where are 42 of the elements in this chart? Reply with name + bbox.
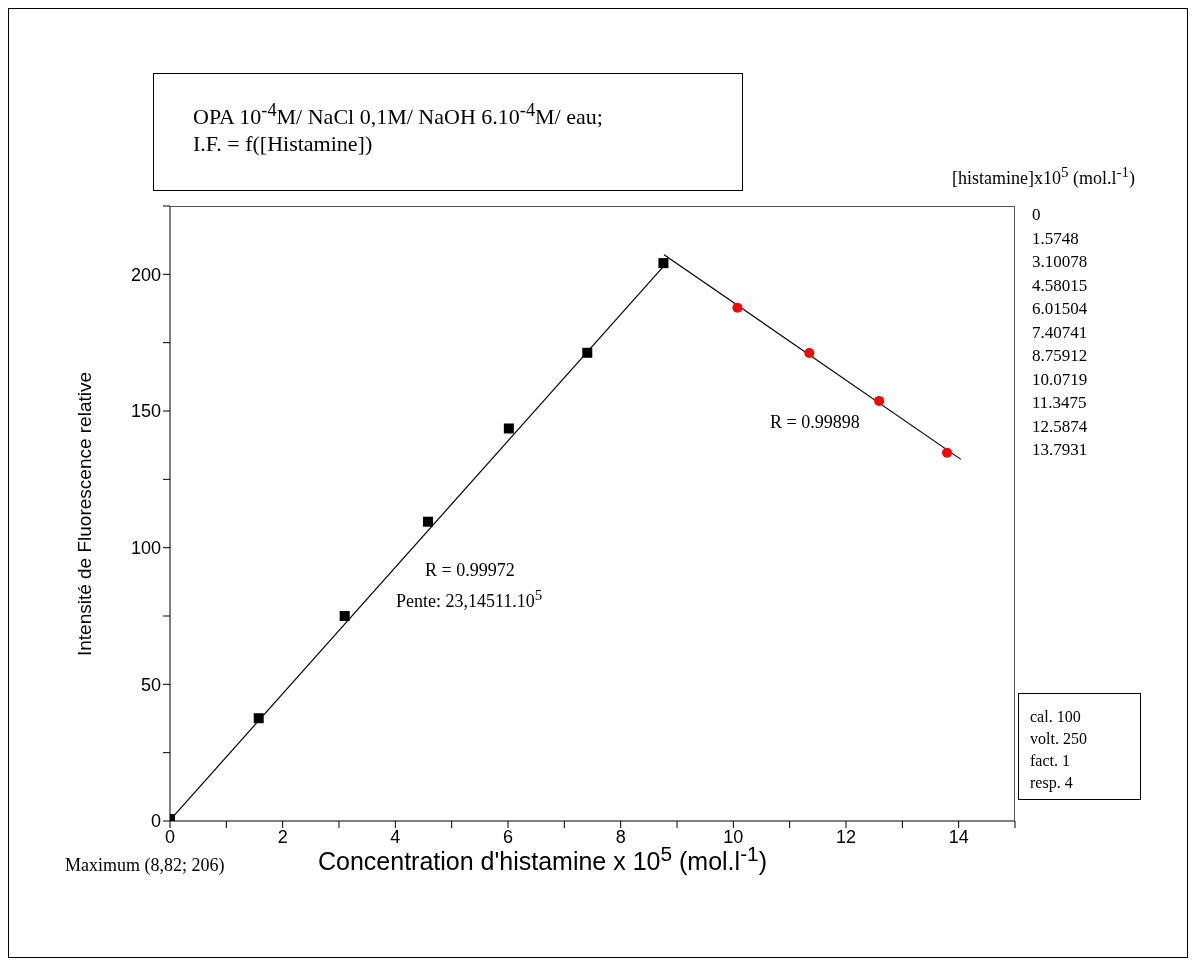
- y-tick-label: 150: [130, 401, 161, 422]
- text: 1.5748: [1032, 228, 1079, 249]
- annotation: R = 0.99972: [425, 560, 515, 581]
- annotation: R = 0.99898: [770, 412, 860, 433]
- text: fact. 1: [1030, 752, 1070, 770]
- text: 13.7931: [1032, 440, 1088, 460]
- text: Maximum (8,82; 206): [65, 855, 225, 876]
- text: 3.10078: [1032, 252, 1088, 272]
- text: 7.40741: [1032, 322, 1088, 343]
- y-tick-label: 0: [150, 811, 161, 832]
- point: [804, 348, 815, 359]
- text: 4.58015: [1032, 275, 1088, 296]
- x-tick-label: 14: [948, 826, 969, 847]
- y-axis-title: Intensité de Fluorescence relative: [74, 370, 96, 658]
- text: resp. 4: [1030, 774, 1073, 792]
- text: 11.3475: [1032, 393, 1087, 413]
- x-tick-label: 2: [277, 826, 288, 847]
- text: cal. 100: [1030, 708, 1081, 726]
- x-tick-label: 12: [835, 826, 857, 847]
- y-tick-label: 100: [130, 538, 161, 559]
- point: [732, 302, 743, 313]
- point: [582, 347, 593, 358]
- chart-subtitle: I.F. = f([Histamine]): [193, 131, 373, 157]
- annotation: Pente: 23,14511.10$^{5}$: [396, 587, 543, 612]
- text: 10.0719: [1032, 369, 1088, 390]
- point: [339, 611, 350, 621]
- y-tick-label: 200: [130, 264, 161, 285]
- text: 12.5874: [1032, 416, 1088, 437]
- x-tick-label: 0: [164, 826, 176, 847]
- point: [253, 713, 264, 724]
- point: [503, 423, 514, 434]
- point: [942, 447, 953, 458]
- text: 6.01504: [1032, 299, 1088, 319]
- y-tick-label: 50: [140, 674, 161, 695]
- point: [874, 395, 885, 406]
- text: 8.75912: [1032, 346, 1088, 366]
- point: [423, 516, 434, 527]
- point: [658, 258, 669, 269]
- text: [histamine]x10$^{5}$ (mol.l$^{-1}$): [952, 164, 1135, 189]
- chart-title: OPA 10$^{-4}$M/ NaCl 0,1M/ NaOH 6.10$^{-4}$M/ eau;: [193, 100, 603, 131]
- text: 0: [1032, 205, 1041, 225]
- text: volt. 250: [1030, 730, 1087, 748]
